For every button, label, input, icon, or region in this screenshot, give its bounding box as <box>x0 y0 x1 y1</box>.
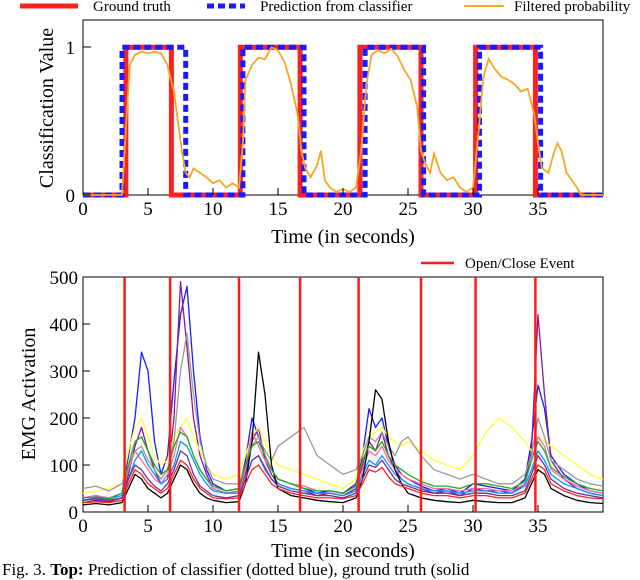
top-plot: Ground truth Prediction from classifier … <box>20 0 631 248</box>
top-ytick-label-1: 1 <box>66 38 76 59</box>
figure-caption: Fig. 3. Top: Prediction of classifier (d… <box>2 560 640 580</box>
prediction-line <box>83 44 603 198</box>
top-xtick-label: 0 <box>78 199 88 220</box>
bottom-xtick-label: 20 <box>334 516 353 537</box>
bottom-ytick-label: 100 <box>50 456 79 477</box>
top-y-axis: 0 1 Classification Value <box>36 28 91 207</box>
emg-channel-line <box>82 440 604 501</box>
bottom-ytick-label: 300 <box>50 362 79 383</box>
bottom-y-axis: 0 100 200 300 400 500 EMG Activation <box>18 268 90 524</box>
top-legend: Ground truth Prediction from classifier … <box>20 0 631 15</box>
emg-channel-line <box>82 332 604 492</box>
caption-bold: Top: <box>50 560 84 579</box>
emg-channel-line <box>82 285 604 500</box>
top-xtick-label: 20 <box>334 199 353 220</box>
emg-channel-line <box>82 417 604 494</box>
bottom-legend: Open/Close Event <box>421 256 575 272</box>
emg-channel-layer <box>82 281 604 506</box>
top-x-axis: 0 5 10 15 20 25 30 35 Time (in seconds) <box>78 188 548 248</box>
bottom-y-ticks: 0 100 200 300 400 500 <box>50 268 90 524</box>
emg-channel-line <box>82 459 604 504</box>
emg-channel-line <box>82 431 604 500</box>
emg-channel-line <box>82 351 604 506</box>
bottom-ytick-label: 400 <box>50 315 79 336</box>
bottom-xtick-label: 30 <box>464 516 483 537</box>
bottom-xtick-label: 35 <box>529 516 548 537</box>
ground-truth-line <box>83 44 603 198</box>
caption-prefix: Fig. 3. <box>2 560 51 579</box>
bottom-xtick-label: 10 <box>204 516 223 537</box>
top-xtick-label: 15 <box>269 199 288 220</box>
top-xtick-label: 10 <box>204 199 223 220</box>
top-xtick-label: 30 <box>464 199 483 220</box>
bottom-x-axis-label: Time (in seconds) <box>271 540 415 562</box>
top-x-ticks: 0 5 10 15 20 25 30 35 <box>78 188 548 220</box>
bottom-x-axis: 0 5 10 15 20 25 30 35 Time (in seconds) <box>78 505 548 562</box>
caption-text: Prediction of classifier (dotted blue), … <box>83 560 470 579</box>
top-y-axis-label: Classification Value <box>36 28 58 188</box>
top-xtick-label: 5 <box>143 199 153 220</box>
emg-channel-line <box>82 281 604 504</box>
event-lines-layer <box>123 277 537 512</box>
bottom-xtick-label: 25 <box>399 516 418 537</box>
legend-prediction-label: Prediction from classifier <box>260 0 412 15</box>
top-series-layer <box>83 44 603 198</box>
legend-filtered-label: Filtered probability <box>514 0 631 15</box>
top-ytick-label-0: 0 <box>66 186 76 207</box>
bottom-xtick-label: 0 <box>78 516 88 537</box>
emg-channel-line <box>82 426 604 499</box>
bottom-xtick-label: 5 <box>143 516 153 537</box>
bottom-ytick-label: 0 <box>69 503 79 524</box>
top-x-axis-label: Time (in seconds) <box>271 226 415 248</box>
emg-channel-line <box>82 450 604 501</box>
top-xtick-label: 25 <box>399 199 418 220</box>
bottom-ytick-label: 500 <box>50 268 79 289</box>
bottom-x-ticks: 0 5 10 15 20 25 30 35 <box>78 505 548 537</box>
bottom-xtick-label: 15 <box>269 516 288 537</box>
filtered-probability-line <box>83 46 603 196</box>
bottom-ytick-label: 200 <box>50 409 79 430</box>
legend-ground-truth-label: Ground truth <box>93 0 171 15</box>
top-xtick-label: 35 <box>529 199 548 220</box>
legend-event-label: Open/Close Event <box>465 256 575 272</box>
bottom-y-axis-label: EMG Activation <box>18 328 40 461</box>
